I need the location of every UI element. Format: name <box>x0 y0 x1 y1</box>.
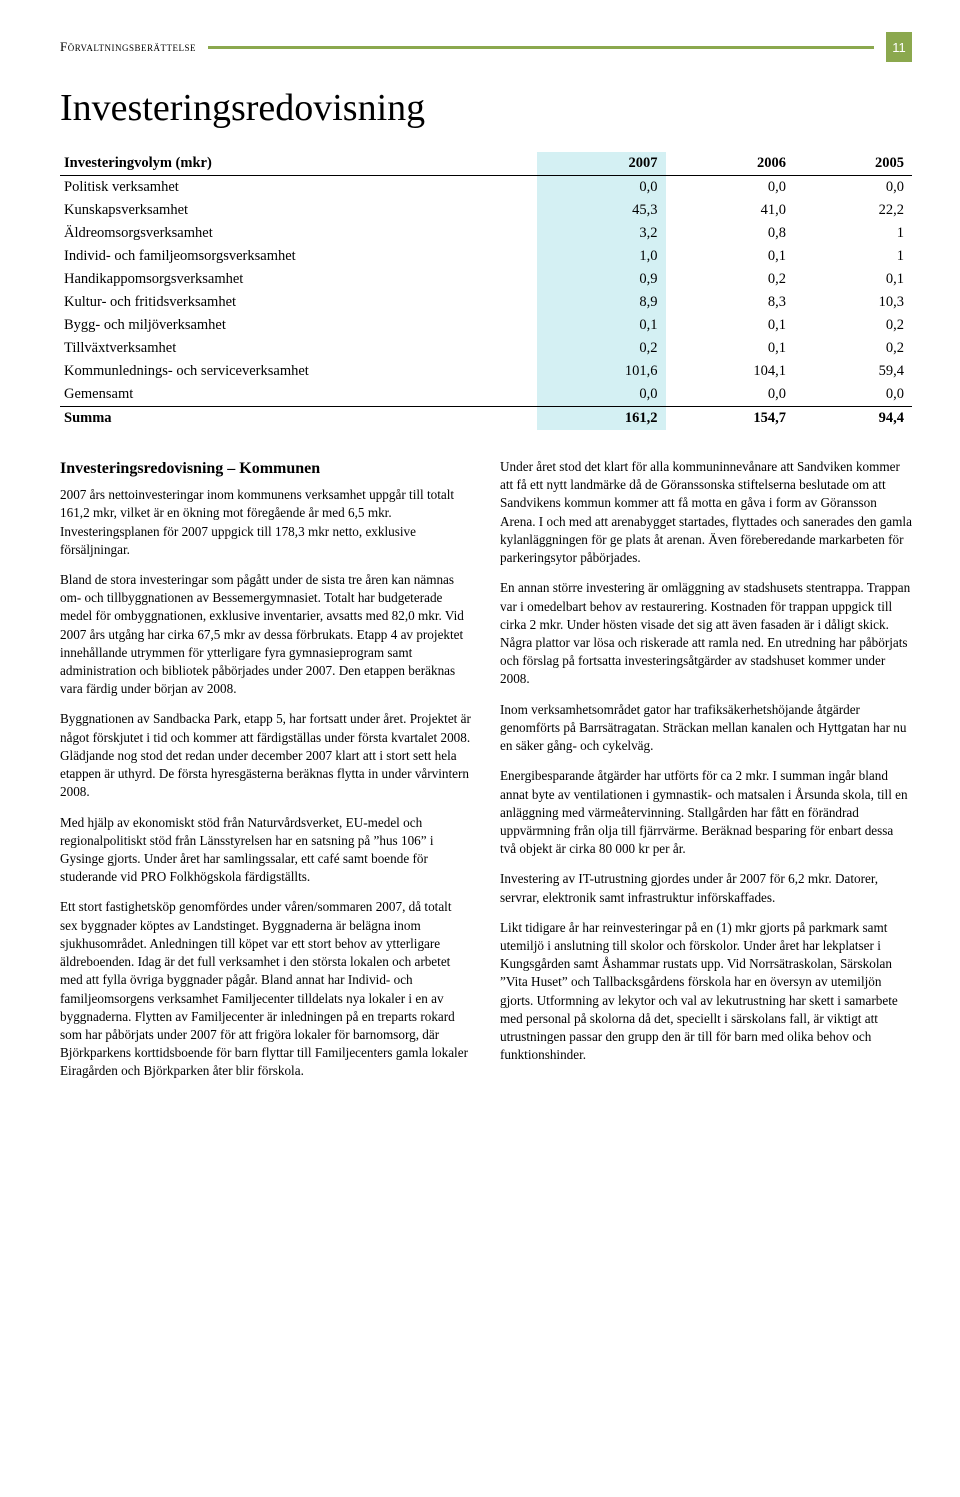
row-value: 0,2 <box>537 337 665 360</box>
body-columns: Investeringsredovisning – Kommunen 2007 … <box>60 458 912 1085</box>
body-paragraph: Investering av IT-utrustning gjordes und… <box>500 870 912 906</box>
table-row: Bygg- och miljöverksamhet0,10,10,2 <box>60 314 912 337</box>
row-value: 101,6 <box>537 360 665 383</box>
row-value: 1 <box>794 245 912 268</box>
row-value: 0,1 <box>537 314 665 337</box>
row-label: Individ- och familjeomsorgsverksamhet <box>60 245 537 268</box>
row-value: 0,1 <box>666 314 794 337</box>
row-value: 10,3 <box>794 291 912 314</box>
summa-value: 154,7 <box>666 407 794 431</box>
table-row: Handikappomsorgsverksamhet0,90,20,1 <box>60 268 912 291</box>
table-row: Politisk verksamhet0,00,00,0 <box>60 176 912 200</box>
row-label: Kultur- och fritidsverksamhet <box>60 291 537 314</box>
row-value: 3,2 <box>537 222 665 245</box>
table-summa-row: Summa161,2154,794,4 <box>60 407 912 431</box>
summa-label: Summa <box>60 407 537 431</box>
row-label: Gemensamt <box>60 383 537 407</box>
section-label: Förvaltningsberättelse <box>60 39 196 55</box>
body-paragraph: 2007 års nettoinvesteringar inom kommune… <box>60 486 472 559</box>
investment-table: Investeringvolym (mkr) 2007 2006 2005 Po… <box>60 152 912 430</box>
row-value: 45,3 <box>537 199 665 222</box>
row-label: Tillväxtverksamhet <box>60 337 537 360</box>
table-row: Kommunlednings- och serviceverksamhet101… <box>60 360 912 383</box>
summa-value: 94,4 <box>794 407 912 431</box>
row-value: 0,9 <box>537 268 665 291</box>
row-value: 104,1 <box>666 360 794 383</box>
row-value: 0,2 <box>666 268 794 291</box>
row-value: 0,0 <box>794 176 912 200</box>
body-paragraph: Bland de stora investeringar som pågått … <box>60 571 472 699</box>
body-paragraph: Inom verksamhetsområdet gator har trafik… <box>500 701 912 756</box>
table-row: Tillväxtverksamhet0,20,10,2 <box>60 337 912 360</box>
body-subtitle: Investeringsredovisning – Kommunen <box>60 458 472 480</box>
row-value: 22,2 <box>794 199 912 222</box>
page-header: Förvaltningsberättelse 11 <box>60 32 912 62</box>
row-value: 0,8 <box>666 222 794 245</box>
row-value: 0,0 <box>794 383 912 407</box>
row-value: 0,2 <box>794 314 912 337</box>
summa-value: 161,2 <box>537 407 665 431</box>
row-value: 0,0 <box>537 383 665 407</box>
header-rule <box>208 46 874 49</box>
row-label: Kunskapsverksamhet <box>60 199 537 222</box>
row-label: Äldreomsorgsverksamhet <box>60 222 537 245</box>
row-value: 0,1 <box>666 245 794 268</box>
row-value: 0,0 <box>666 383 794 407</box>
page-number: 11 <box>892 40 906 55</box>
row-value: 0,2 <box>794 337 912 360</box>
body-paragraph: Byggnationen av Sandbacka Park, etapp 5,… <box>60 710 472 801</box>
row-value: 8,9 <box>537 291 665 314</box>
row-value: 0,0 <box>537 176 665 200</box>
body-paragraph: Med hjälp av ekonomiskt stöd från Naturv… <box>60 814 472 887</box>
row-value: 0,1 <box>794 268 912 291</box>
row-label: Bygg- och miljöverksamhet <box>60 314 537 337</box>
col-label: Investeringvolym (mkr) <box>60 152 537 176</box>
row-value: 1 <box>794 222 912 245</box>
row-label: Politisk verksamhet <box>60 176 537 200</box>
row-label: Handikappomsorgsverksamhet <box>60 268 537 291</box>
body-paragraph: Ett stort fastighetsköp genomfördes unde… <box>60 898 472 1080</box>
table-row: Gemensamt0,00,00,0 <box>60 383 912 407</box>
page-number-badge: 11 <box>886 32 912 62</box>
page-title: Investeringsredovisning <box>60 86 912 130</box>
row-value: 41,0 <box>666 199 794 222</box>
body-paragraph: Under året stod det klart för alla kommu… <box>500 458 912 567</box>
row-value: 0,0 <box>666 176 794 200</box>
col-2007: 2007 <box>537 152 665 176</box>
col-2006: 2006 <box>666 152 794 176</box>
table-row: Kultur- och fritidsverksamhet8,98,310,3 <box>60 291 912 314</box>
table-row: Kunskapsverksamhet45,341,022,2 <box>60 199 912 222</box>
body-paragraph: En annan större investering är omläggnin… <box>500 579 912 688</box>
table-row: Äldreomsorgsverksamhet3,20,81 <box>60 222 912 245</box>
table-header-row: Investeringvolym (mkr) 2007 2006 2005 <box>60 152 912 176</box>
row-value: 8,3 <box>666 291 794 314</box>
row-label: Kommunlednings- och serviceverksamhet <box>60 360 537 383</box>
body-paragraph: Energibesparande åtgärder har utförts fö… <box>500 767 912 858</box>
table-row: Individ- och familjeomsorgsverksamhet1,0… <box>60 245 912 268</box>
row-value: 59,4 <box>794 360 912 383</box>
row-value: 0,1 <box>666 337 794 360</box>
col-2005: 2005 <box>794 152 912 176</box>
row-value: 1,0 <box>537 245 665 268</box>
body-paragraph: Likt tidigare år har reinvesteringar på … <box>500 919 912 1065</box>
